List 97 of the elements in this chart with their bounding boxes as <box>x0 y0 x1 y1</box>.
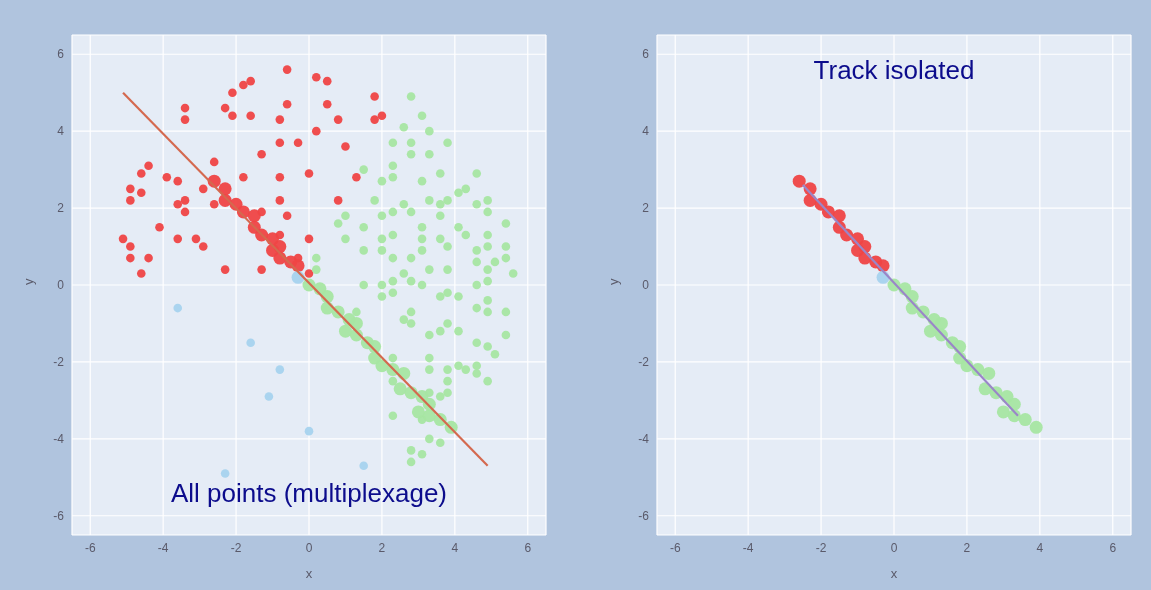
point <box>126 253 135 263</box>
point <box>275 138 285 147</box>
point <box>282 65 292 74</box>
x-tick-label: 0 <box>305 540 313 555</box>
annotation: All points (multiplexage) <box>170 478 448 509</box>
x-tick-label: 6 <box>524 540 532 555</box>
point <box>118 234 128 244</box>
y-tick-label: 2 <box>57 201 65 216</box>
point <box>198 184 208 194</box>
point <box>304 169 314 178</box>
y-tick-label: -4 <box>638 432 650 447</box>
y-tick-label: -2 <box>638 355 650 370</box>
y-tick-label: 6 <box>57 47 65 62</box>
y-tick-label: -6 <box>638 509 650 524</box>
point <box>264 392 274 401</box>
annotation: Track isolated <box>812 55 976 86</box>
point <box>352 173 361 182</box>
point <box>322 99 332 109</box>
x-tick-label: 2 <box>963 540 971 555</box>
point <box>377 111 387 121</box>
point <box>198 242 208 251</box>
point <box>126 242 135 251</box>
point <box>275 173 285 182</box>
point <box>209 199 219 209</box>
point <box>370 92 379 101</box>
x-tick-label: 2 <box>378 540 386 555</box>
x-tick-label: -4 <box>157 540 169 555</box>
point <box>275 196 285 205</box>
point <box>246 338 255 347</box>
point <box>144 253 153 263</box>
x-tick-label: -2 <box>230 540 242 555</box>
point <box>220 469 230 478</box>
y-tick-label: 4 <box>642 124 650 139</box>
point <box>228 88 237 97</box>
point <box>180 103 190 113</box>
point <box>173 176 183 186</box>
point <box>136 269 146 278</box>
point <box>155 223 164 232</box>
point <box>304 426 314 436</box>
point <box>136 188 146 197</box>
point <box>246 111 255 121</box>
x-tick-label: 4 <box>451 540 459 555</box>
point <box>180 207 190 217</box>
point <box>359 461 368 471</box>
point <box>220 265 230 274</box>
point <box>180 196 190 205</box>
x-tick-label: -2 <box>815 540 827 555</box>
point <box>311 73 321 82</box>
x-tick-label: 4 <box>1036 540 1044 555</box>
point <box>209 157 219 167</box>
point <box>162 173 172 182</box>
point <box>293 138 303 147</box>
y-tick-label: -4 <box>53 432 65 447</box>
y-tick-label: 0 <box>642 278 650 293</box>
x-tick-label: 6 <box>1109 540 1117 555</box>
y-tick-label: -6 <box>53 509 65 524</box>
point <box>126 184 135 194</box>
point <box>246 76 255 86</box>
point <box>144 161 153 171</box>
point <box>173 303 183 313</box>
point <box>173 199 183 209</box>
point <box>173 234 183 244</box>
point <box>257 149 266 159</box>
y-tick-label: 4 <box>57 124 65 139</box>
point <box>304 269 314 278</box>
point <box>275 115 285 124</box>
point <box>257 265 266 274</box>
point <box>126 196 135 205</box>
point <box>191 234 201 244</box>
point <box>136 169 146 178</box>
point <box>311 126 321 136</box>
x-tick-label: 0 <box>890 540 898 555</box>
point <box>239 173 248 182</box>
point <box>220 103 230 113</box>
point <box>282 99 292 109</box>
point <box>333 115 343 124</box>
y-tick-label: -2 <box>53 355 65 370</box>
point <box>228 111 237 121</box>
point <box>275 365 285 374</box>
y-axis-title: y <box>20 278 36 285</box>
x-tick-label: -6 <box>84 540 96 555</box>
point <box>304 234 314 244</box>
point <box>180 115 190 124</box>
y-tick-label: 6 <box>642 47 650 62</box>
y-axis-title: y <box>605 278 621 285</box>
x-axis-title: x <box>890 566 898 581</box>
y-tick-label: 2 <box>642 201 650 216</box>
x-tick-label: -4 <box>742 540 754 555</box>
point <box>322 76 332 86</box>
point <box>370 115 379 124</box>
x-tick-label: -6 <box>669 540 681 555</box>
point <box>282 211 292 221</box>
y-tick-label: 0 <box>57 278 65 293</box>
point <box>341 142 350 151</box>
x-axis-title: x <box>305 566 313 581</box>
point <box>333 196 343 205</box>
point <box>239 80 248 90</box>
